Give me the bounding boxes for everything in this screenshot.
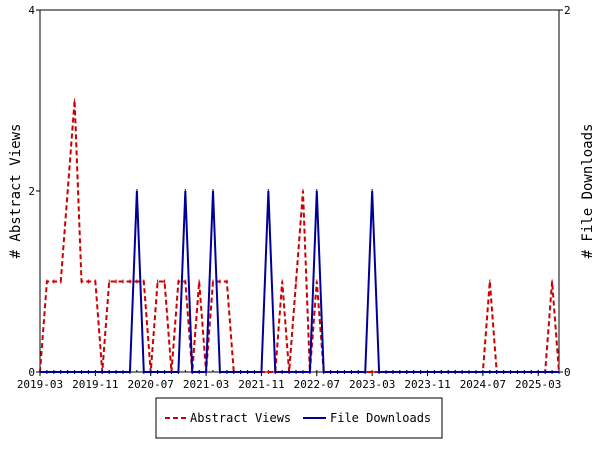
right-y-axis: 02 (559, 4, 571, 379)
right-y-tick-label: 2 (564, 4, 571, 17)
legend-label-file-downloads: File Downloads (330, 411, 431, 425)
x-tick-label: 2019-03 (17, 378, 63, 391)
legend: Abstract Views File Downloads (155, 397, 443, 439)
x-tick-label: 2023-03 (349, 378, 395, 391)
left-axis-label: # Abstract Views (8, 124, 24, 259)
left-y-axis: 0 2 4 (28, 4, 40, 379)
legend-label-abstract-views: Abstract Views (190, 411, 291, 425)
series-line-file-downloads (40, 190, 559, 373)
x-axis: 2019-03 2019-11 2020-07 2021-03 2021-11 2022-… (17, 370, 561, 391)
x-tick-label: 2021-03 (183, 378, 229, 391)
x-tick-label: 2025-03 (515, 378, 561, 391)
left-y-tick-label: 2 (28, 185, 35, 198)
left-y-tick-label: 4 (28, 4, 35, 17)
right-axis-label: # File Downloads (580, 124, 596, 259)
x-tick-label: 2024-07 (460, 378, 506, 391)
x-tick-label: 2020-07 (128, 378, 174, 391)
x-tick-label: 2022-07 (294, 378, 340, 391)
x-tick-label: 2021-11 (238, 378, 284, 391)
plot-area (39, 9, 560, 373)
x-tick-label: 2023-11 (404, 378, 450, 391)
series-layer (39, 98, 560, 374)
right-y-tick-label: 0 (564, 366, 571, 379)
legend-box (155, 397, 443, 439)
left-y-tick-label: 0 (28, 366, 35, 379)
x-tick-label: 2019-11 (72, 378, 118, 391)
